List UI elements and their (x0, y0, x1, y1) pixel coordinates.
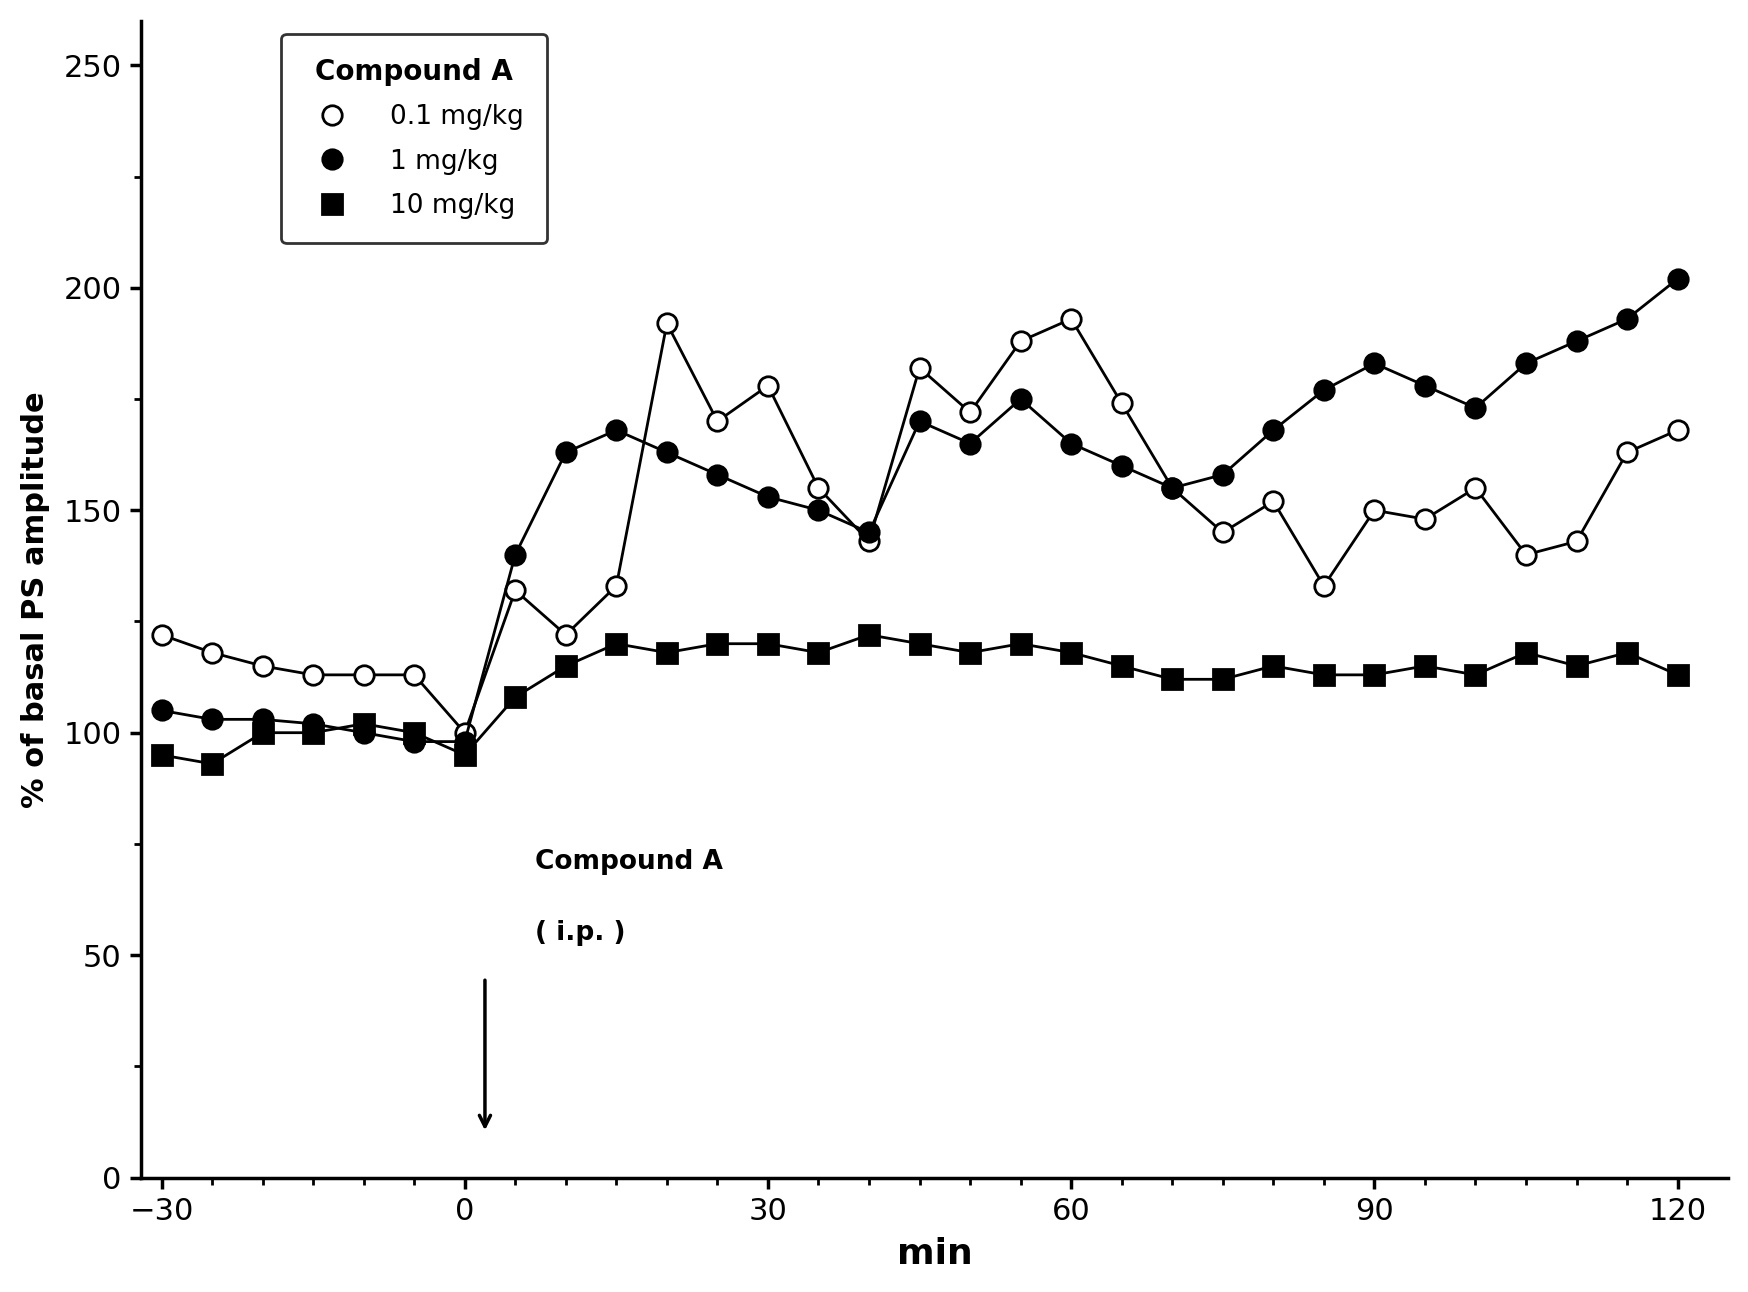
Y-axis label: % of basal PS amplitude: % of basal PS amplitude (21, 391, 49, 808)
Legend: 0.1 mg/kg, 1 mg/kg, 10 mg/kg: 0.1 mg/kg, 1 mg/kg, 10 mg/kg (281, 34, 547, 243)
X-axis label: min: min (897, 1238, 972, 1271)
Text: Compound A: Compound A (535, 849, 724, 875)
Text: ( i.p. ): ( i.p. ) (535, 920, 626, 946)
